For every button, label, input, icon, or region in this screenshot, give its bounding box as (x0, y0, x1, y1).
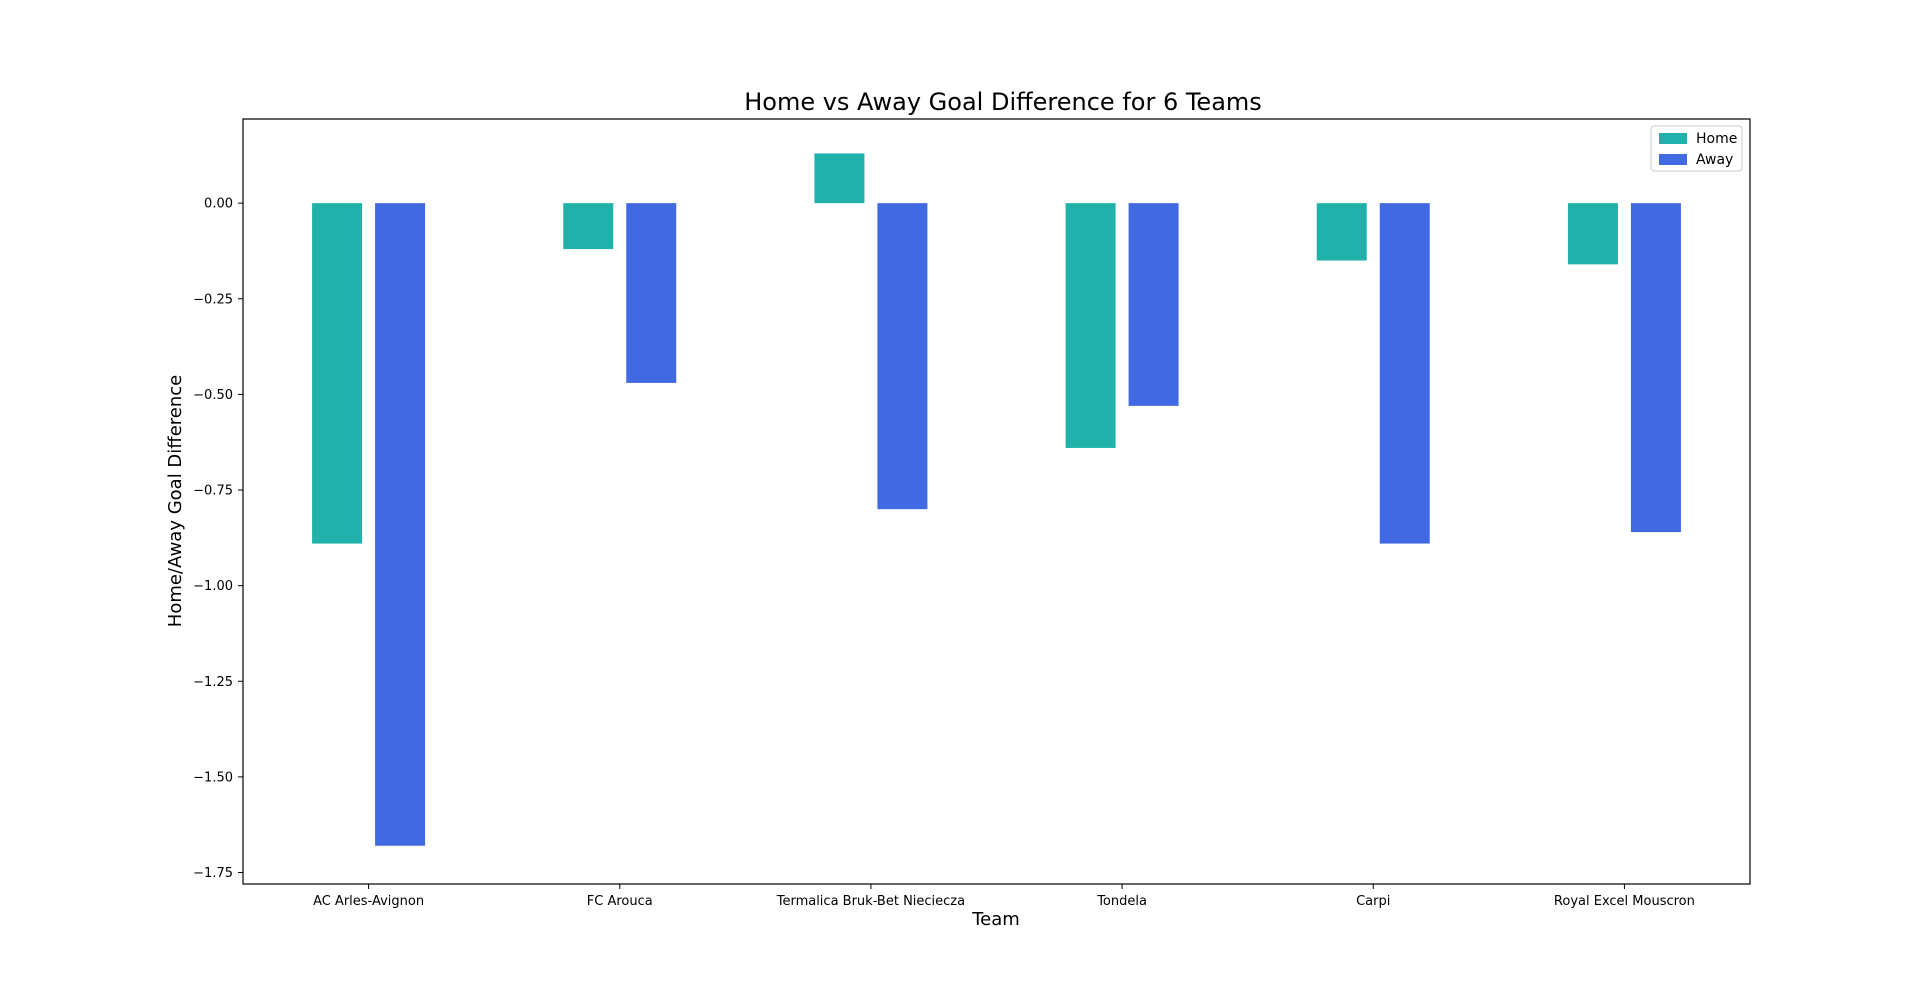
x-tick-label: AC Arles-Avignon (313, 894, 424, 909)
bar-home-4 (1316, 203, 1367, 261)
legend-label-away: Away (1696, 152, 1733, 168)
bar-home-1 (563, 203, 614, 250)
y-tick-label: −0.50 (193, 388, 233, 403)
y-tick-label: −1.50 (193, 770, 233, 785)
y-axis: 0.00 −0.25 −0.50 −0.75 −1.00 −1.25 −1.50 −1.75 (193, 197, 243, 881)
x-tick-label: Carpi (1356, 894, 1390, 909)
y-tick-label: 0.00 (204, 197, 233, 212)
bar-away-0 (375, 203, 426, 846)
plot-area (242, 118, 1751, 885)
chart-title: Home vs Away Goal Difference for 6 Teams (744, 88, 1262, 116)
legend-swatch-home (1659, 133, 1687, 144)
legend-label-home: Home (1696, 131, 1737, 147)
bar-away-4 (1379, 203, 1430, 544)
bar-home-0 (312, 203, 363, 544)
bar-home-2 (814, 153, 865, 204)
y-tick-label: −0.25 (193, 292, 233, 307)
bar-away-3 (1128, 203, 1179, 406)
x-axis-label: Team (971, 909, 1020, 930)
bar-away-2 (877, 203, 928, 510)
x-tick-label: Termalica Bruk-Bet Nieciecza (776, 894, 965, 909)
bar-home-5 (1567, 203, 1618, 265)
x-tick-label: Royal Excel Mouscron (1554, 894, 1695, 909)
y-tick-label: −0.75 (193, 484, 233, 499)
x-axis: AC Arles-Avignon FC Arouca Termalica Bruk-… (313, 884, 1695, 909)
legend-swatch-away (1659, 154, 1687, 165)
legend: Home Away (1650, 125, 1743, 172)
x-tick-label: Tondela (1096, 894, 1147, 909)
bar-home-3 (1065, 203, 1116, 448)
y-tick-label: −1.75 (193, 866, 233, 881)
y-axis-label: Home/Away Goal Difference (165, 375, 186, 627)
bars-layer (312, 153, 1681, 846)
bar-away-5 (1630, 203, 1681, 533)
x-tick-label: FC Arouca (587, 894, 653, 909)
y-tick-label: −1.25 (193, 675, 233, 690)
bar-away-1 (626, 203, 677, 383)
y-tick-label: −1.00 (193, 579, 233, 594)
